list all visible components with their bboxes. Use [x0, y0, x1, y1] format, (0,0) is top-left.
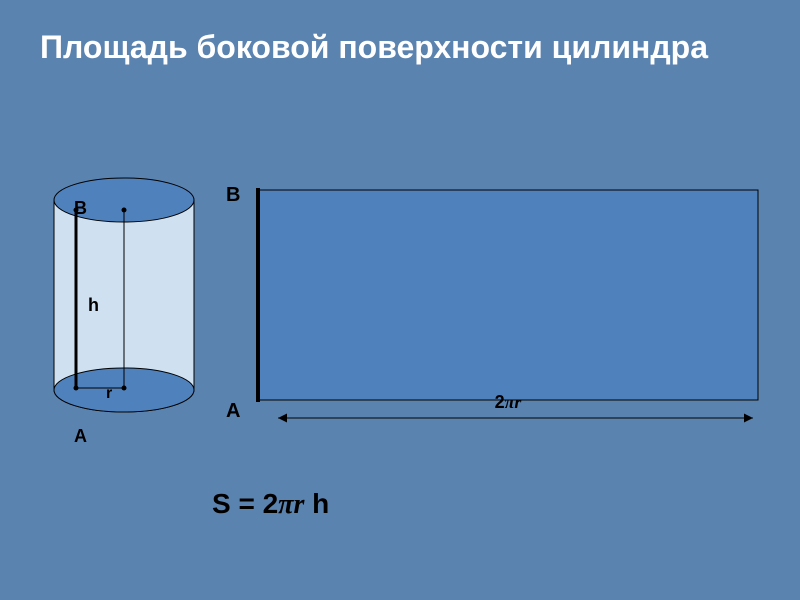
cylinder-diagram: B h r A: [44, 160, 204, 440]
cylinder-label-B: B: [74, 198, 87, 219]
formula-h: h: [312, 488, 329, 519]
point-top-center: [122, 208, 127, 213]
rectangle-label-A: A: [226, 400, 240, 423]
cylinder-label-A: A: [74, 426, 87, 447]
cylinder-label-h: h: [88, 295, 99, 316]
point-bottom-center: [122, 386, 127, 391]
slide-title: Площадь боковой поверхности цилиндра: [40, 28, 708, 66]
cylinder-label-r: r: [106, 385, 112, 403]
lateral-rectangle: [258, 190, 758, 400]
lateral-left-bar: [256, 188, 260, 402]
rectangle-svg: 2πr: [258, 190, 778, 440]
dimension-label: 2πr: [495, 392, 523, 412]
formula-S: S =: [212, 488, 255, 519]
formula-2: 2: [263, 488, 279, 519]
point-bottom-left: [74, 386, 79, 391]
formula-pi-r: πr: [278, 489, 304, 520]
formula: S = 2πr h: [212, 488, 329, 521]
dimension-arrow-right: [744, 414, 753, 423]
dimension-arrow-left: [278, 414, 287, 423]
lateral-rectangle-diagram: 2πr B A: [258, 190, 758, 400]
cylinder-svg: [44, 160, 204, 440]
rectangle-label-B: B: [226, 184, 240, 207]
